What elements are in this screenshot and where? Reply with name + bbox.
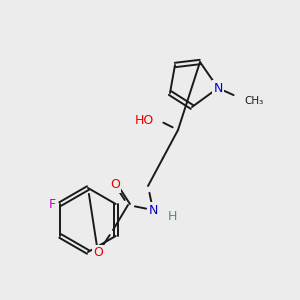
Text: N: N	[213, 82, 223, 94]
Text: F: F	[49, 197, 56, 211]
Text: HO: HO	[135, 113, 154, 127]
Text: O: O	[93, 247, 103, 260]
Text: CH₃: CH₃	[244, 96, 263, 106]
Text: H: H	[167, 209, 177, 223]
Text: N: N	[148, 203, 158, 217]
Text: O: O	[110, 178, 120, 191]
